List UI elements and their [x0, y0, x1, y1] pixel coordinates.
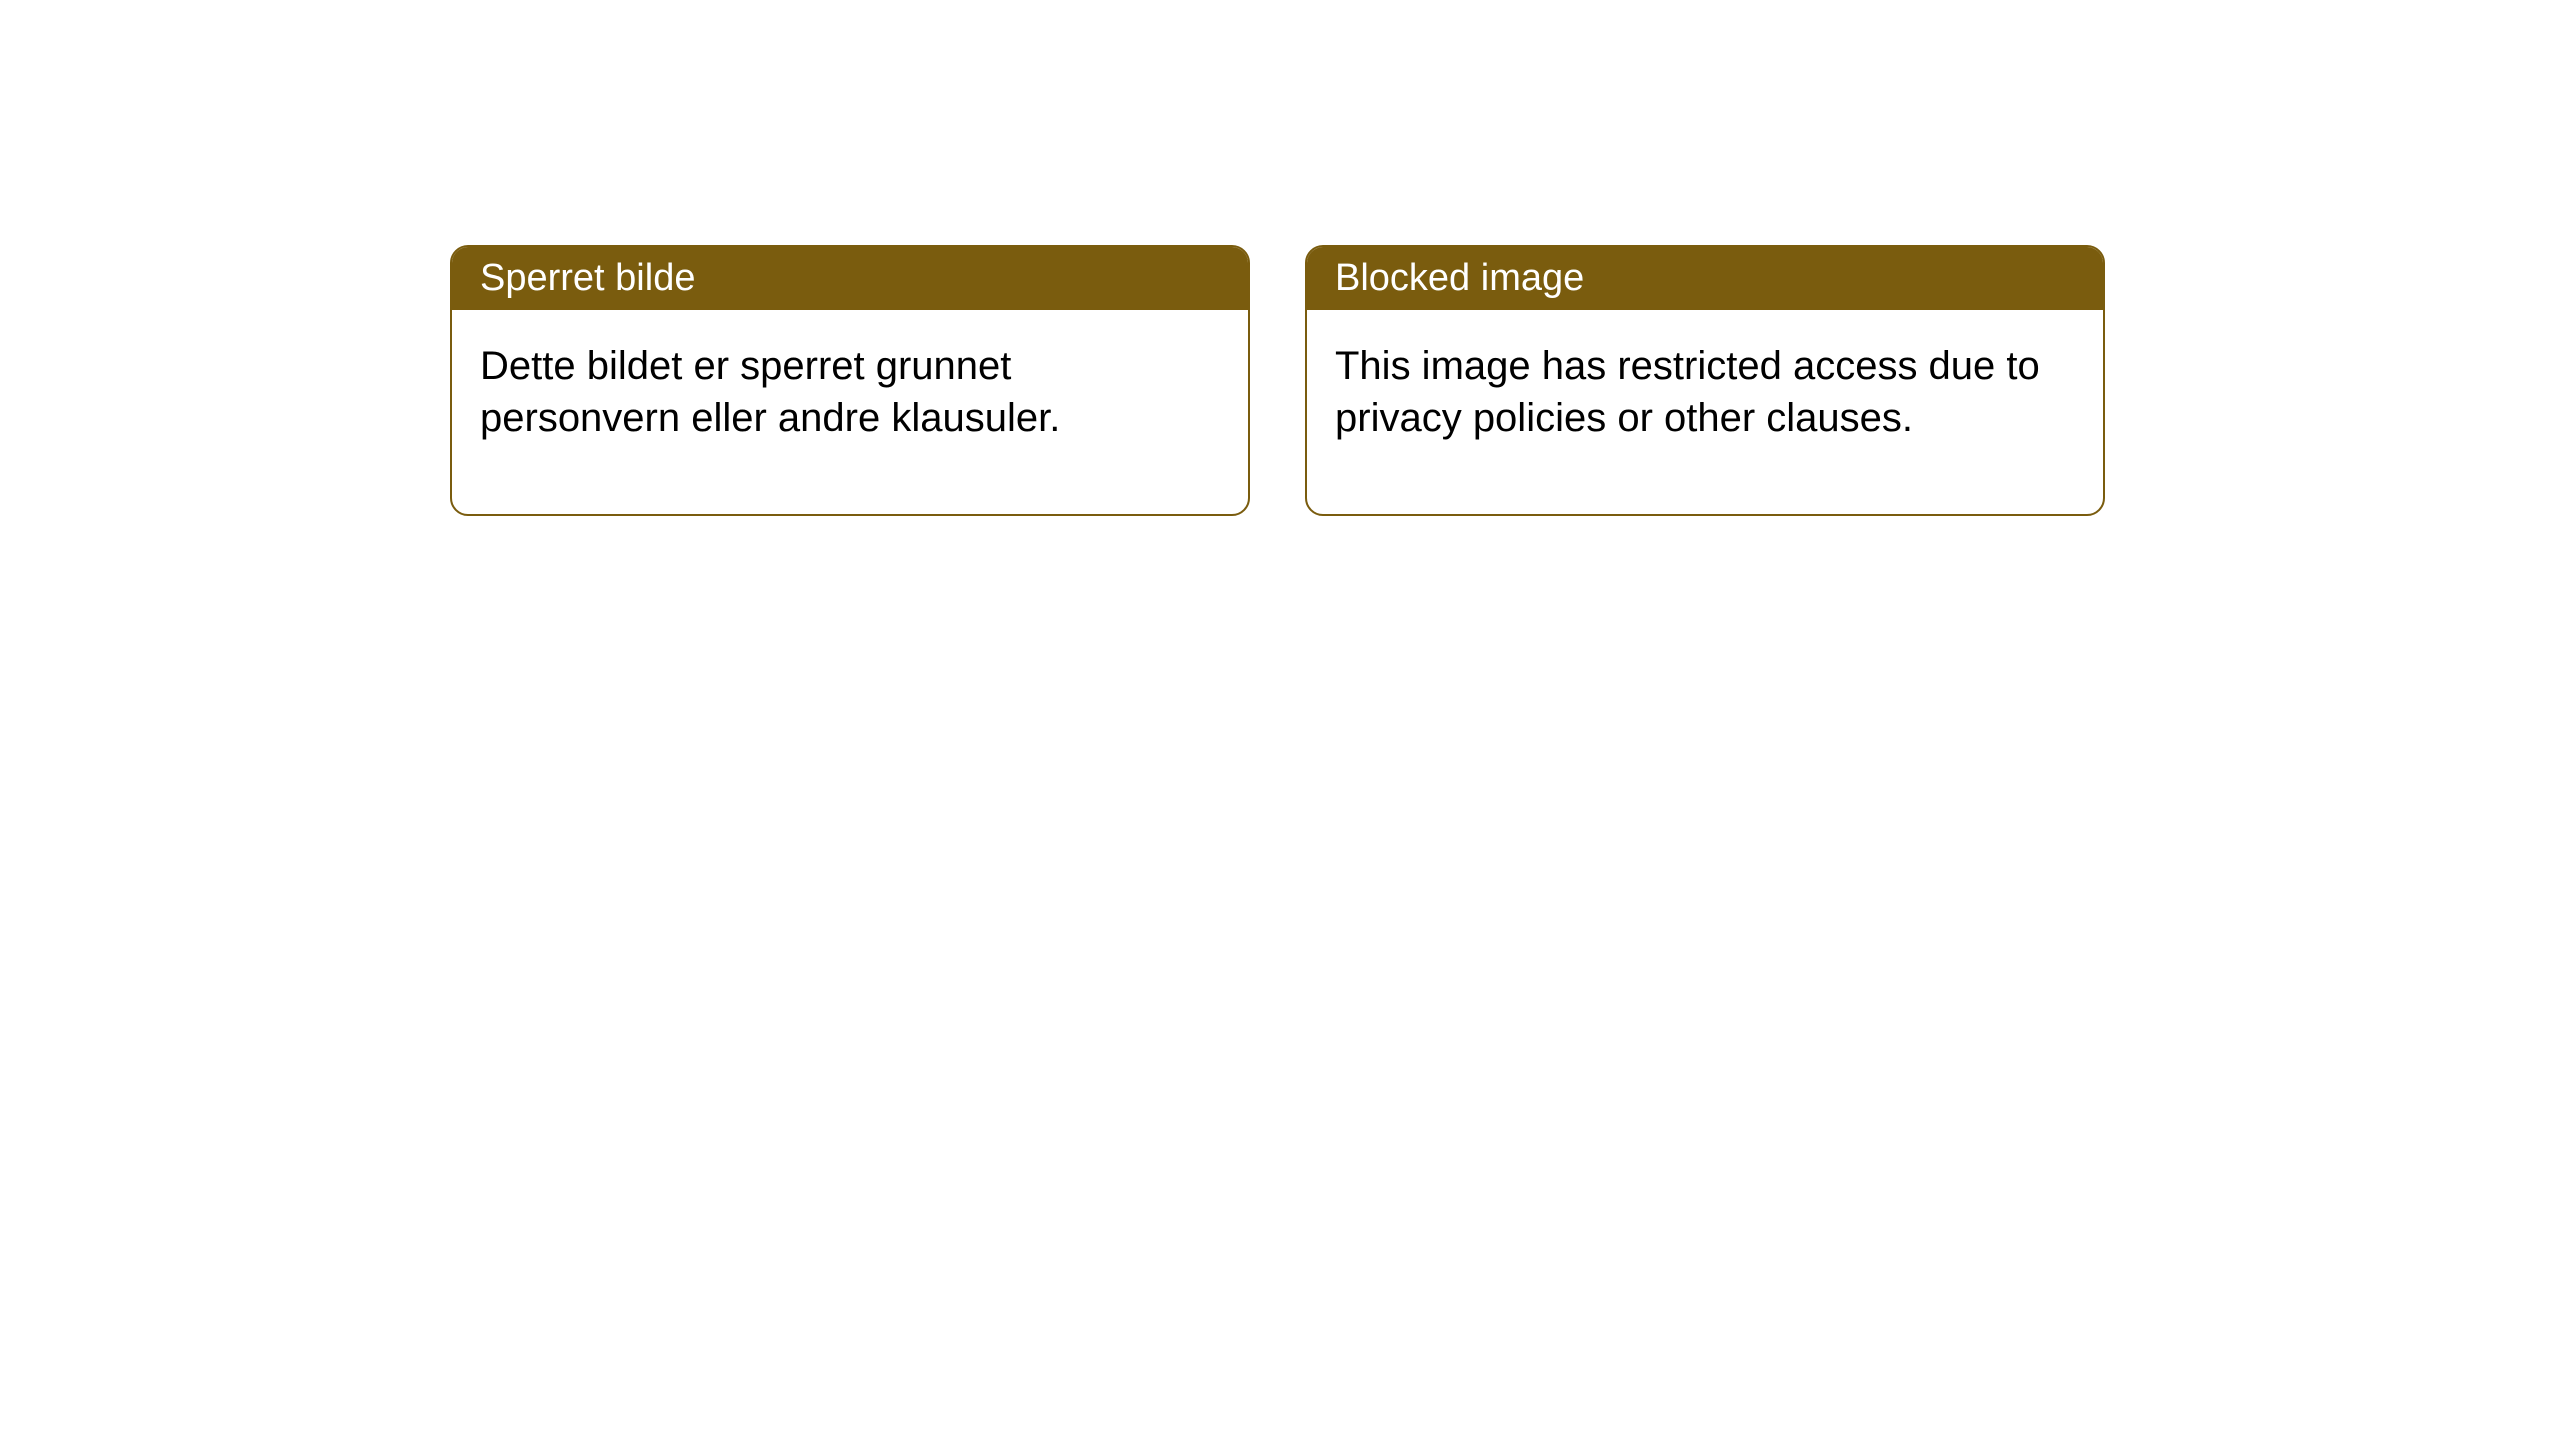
card-title: Sperret bilde [480, 257, 695, 299]
blocked-image-card-no: Sperret bilde Dette bildet er sperret gr… [450, 245, 1250, 516]
blocked-image-card-en: Blocked image This image has restricted … [1305, 245, 2105, 516]
card-body-text: This image has restricted access due to … [1335, 344, 2040, 440]
card-header: Sperret bilde [452, 247, 1248, 310]
card-body: This image has restricted access due to … [1307, 310, 2103, 514]
notice-container: Sperret bilde Dette bildet er sperret gr… [450, 245, 2105, 516]
card-body: Dette bildet er sperret grunnet personve… [452, 310, 1248, 514]
card-title: Blocked image [1335, 257, 1584, 299]
card-header: Blocked image [1307, 247, 2103, 310]
card-body-text: Dette bildet er sperret grunnet personve… [480, 344, 1060, 440]
